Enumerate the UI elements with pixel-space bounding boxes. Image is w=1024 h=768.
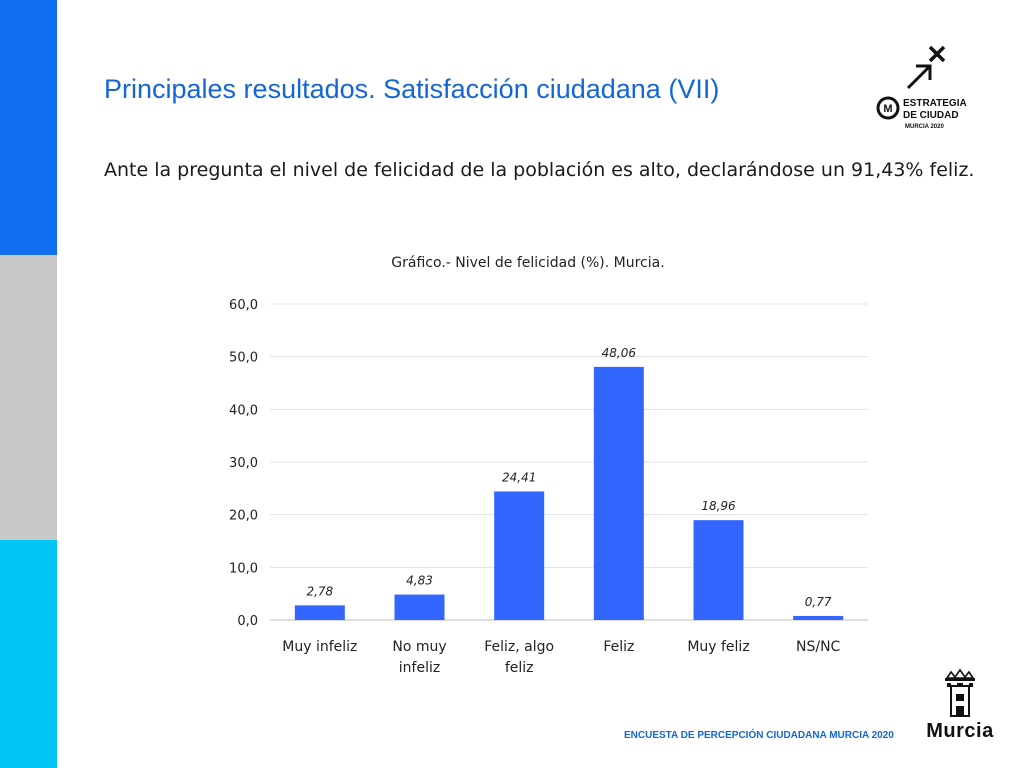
bar	[294, 605, 345, 620]
x-category-label: NS/NC	[796, 639, 841, 655]
x-category-label: Feliz, algo	[484, 639, 554, 655]
x-category-label: Feliz	[603, 639, 634, 655]
svg-text:M: M	[883, 103, 892, 115]
y-tick-label: 60,0	[229, 298, 258, 313]
data-label: 4,83	[406, 574, 433, 588]
data-label: 24,41	[502, 470, 536, 484]
x-category-label: Muy infeliz	[282, 639, 357, 655]
x-category-label: Muy feliz	[687, 639, 749, 655]
side-band-cyan	[0, 540, 57, 768]
bar	[394, 594, 445, 620]
murcia-logo: Murcia	[925, 668, 995, 748]
crown-castle-icon	[945, 668, 975, 717]
estrategia-logo: M ESTRATEGIA DE CIUDAD MURCIA 2020	[872, 42, 982, 137]
y-tick-label: 30,0	[229, 456, 258, 471]
bar	[494, 491, 545, 620]
side-band-blue	[0, 0, 57, 255]
x-category-label: No muy	[392, 639, 446, 655]
y-tick-label: 10,0	[229, 561, 258, 576]
bar	[793, 615, 844, 620]
footer-text: ENCUESTA DE PERCEPCIÓN CIUDADANA MURCIA …	[624, 730, 894, 741]
murcia-wordmark: Murcia	[926, 720, 994, 742]
data-label: 18,96	[701, 499, 736, 513]
data-label: 2,78	[306, 584, 333, 598]
x-category-label: infeliz	[399, 660, 440, 676]
estrategia-line2: DE CIUDAD	[903, 110, 959, 121]
arrow-cross-icon	[906, 45, 946, 90]
data-label: 0,77	[805, 595, 832, 609]
x-category-label: feliz	[505, 660, 534, 676]
data-label: 48,06	[602, 346, 637, 360]
y-tick-label: 50,0	[229, 351, 258, 366]
chart-title: Gráfico.- Nivel de felicidad (%). Murcia…	[391, 255, 665, 271]
y-tick-label: 0,0	[237, 614, 258, 629]
bar	[593, 366, 644, 620]
y-tick-label: 20,0	[229, 509, 258, 524]
estrategia-line3: MURCIA 2020	[905, 124, 944, 130]
side-band-gray	[0, 255, 57, 540]
lead-paragraph: Ante la pregunta el nivel de felicidad d…	[104, 159, 975, 181]
bar	[693, 520, 744, 620]
estrategia-line1: ESTRATEGIA	[903, 98, 967, 109]
m-circle-icon: M	[876, 96, 900, 120]
page-title: Principales resultados. Satisfacción ciu…	[104, 74, 720, 104]
y-tick-label: 40,0	[229, 403, 258, 418]
